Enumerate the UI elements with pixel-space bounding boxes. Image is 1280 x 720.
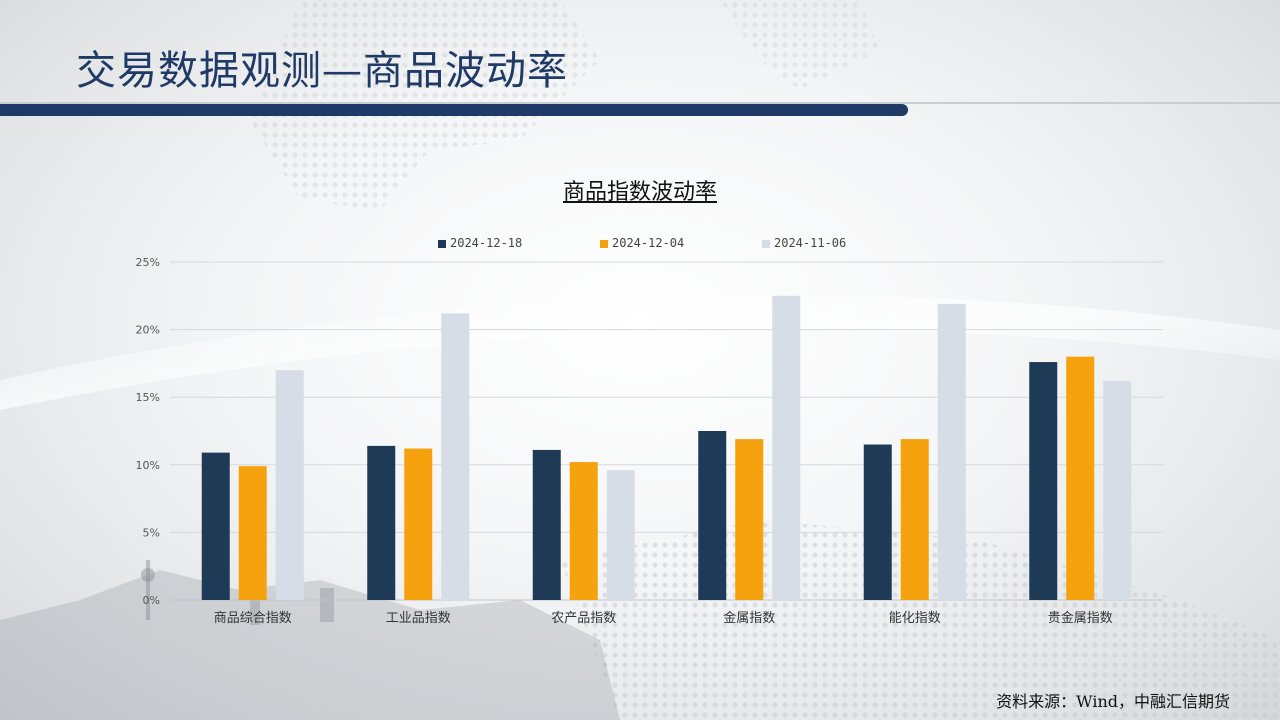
- x-tick-label: 商品综合指数: [214, 611, 292, 626]
- legend-item-series-2: 2024-12-04: [600, 236, 684, 250]
- bar-3: [1103, 380, 1132, 600]
- legend-item-series-1: 2024-12-18: [438, 236, 522, 250]
- bar-2: [238, 466, 267, 600]
- bar-2: [1066, 356, 1095, 600]
- bar-1: [201, 452, 230, 600]
- x-tick-label: 能化指数: [889, 611, 941, 626]
- title-underline-thin: [0, 102, 1280, 104]
- y-tick-label: 20%: [136, 324, 160, 337]
- legend-item-series-3: 2024-11-06: [762, 236, 846, 250]
- y-tick-label: 25%: [136, 256, 160, 269]
- legend-swatch-series-3: [762, 239, 770, 248]
- chart-legend: 2024-12-18 2024-12-04 2024-11-06: [0, 236, 1280, 252]
- legend-label-series-1: 2024-12-18: [450, 236, 523, 250]
- bar-3: [441, 313, 470, 600]
- bar-2: [900, 439, 929, 600]
- bar-1: [698, 431, 727, 600]
- bar-3: [606, 470, 635, 600]
- x-tick-label: 金属指数: [723, 610, 775, 626]
- bar-2: [735, 439, 764, 600]
- legend-label-series-3: 2024-11-06: [774, 236, 847, 250]
- title-bar: [0, 104, 908, 116]
- source-note: 资料来源：Wind，中融汇信期货: [996, 692, 1230, 711]
- bar-2: [404, 448, 433, 600]
- legend-label-series-2: 2024-12-04: [612, 236, 685, 250]
- bar-1: [1029, 362, 1058, 600]
- y-tick-label: 15%: [136, 391, 160, 404]
- x-tick-label: 贵金属指数: [1048, 610, 1113, 626]
- bar-1: [367, 445, 396, 600]
- bar-1: [863, 444, 892, 600]
- page-title: 交易数据观测—商品波动率: [76, 48, 568, 94]
- x-tick-label: 工业品指数: [386, 611, 451, 626]
- y-tick-label: 5%: [143, 526, 160, 539]
- legend-swatch-series-2: [600, 239, 608, 248]
- y-tick-label: 10%: [136, 459, 160, 472]
- bar-3: [275, 370, 304, 600]
- bar-3: [772, 295, 801, 600]
- chart-title: 商品指数波动率: [562, 180, 717, 205]
- y-tick-label: 0%: [143, 594, 160, 607]
- bar-1: [532, 449, 561, 600]
- x-tick-label: 农产品指数: [551, 611, 616, 626]
- bar-3: [937, 303, 966, 600]
- bar-2: [569, 462, 598, 600]
- legend-swatch-series-1: [438, 239, 446, 248]
